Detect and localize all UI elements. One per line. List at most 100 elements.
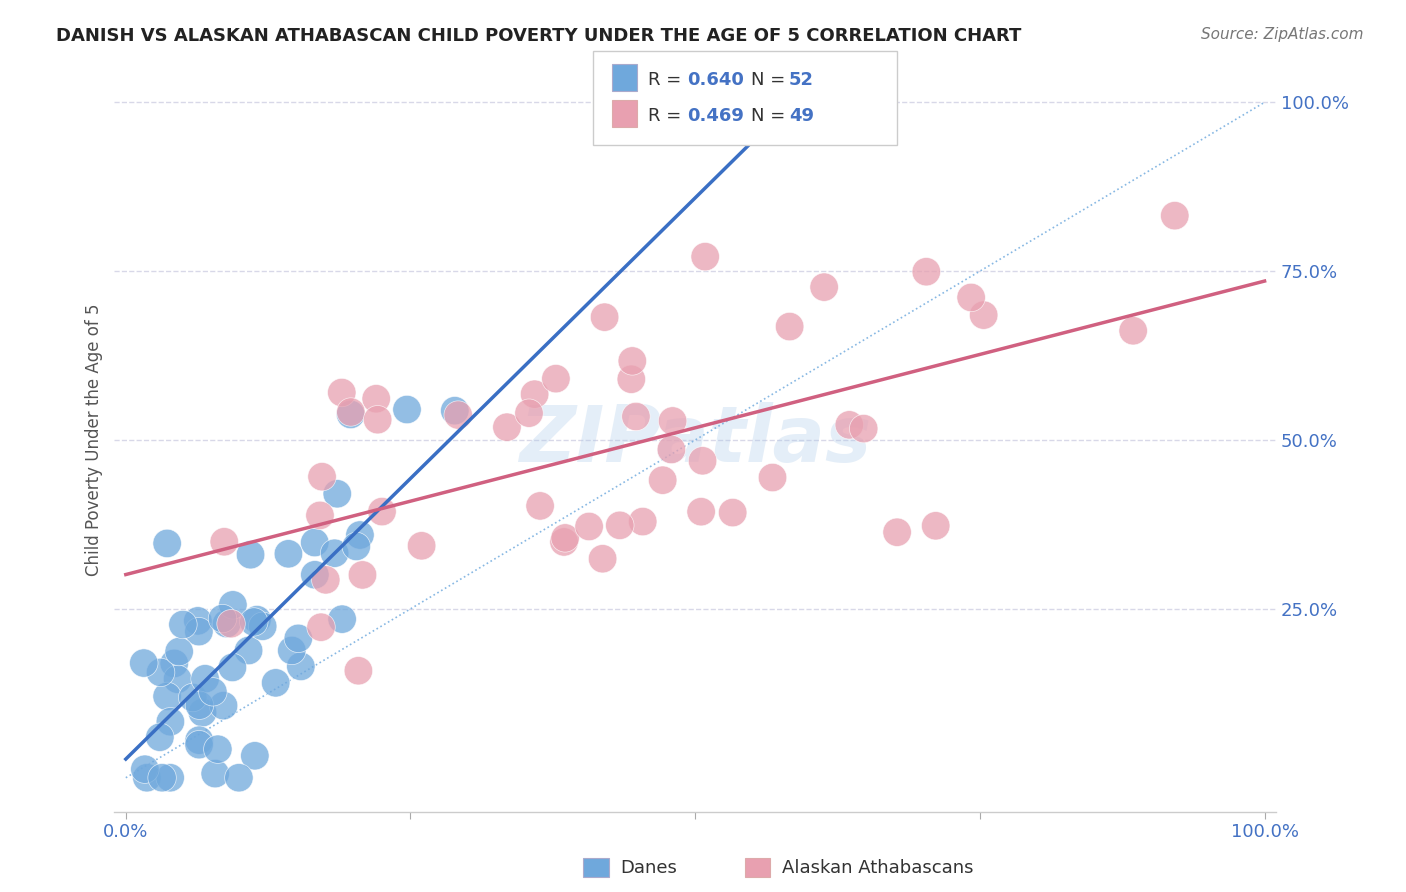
Ellipse shape [308,463,336,491]
Ellipse shape [758,463,787,491]
Ellipse shape [392,395,422,424]
Ellipse shape [132,764,162,792]
Ellipse shape [312,566,340,594]
Ellipse shape [591,303,619,331]
Ellipse shape [243,606,271,634]
Ellipse shape [342,533,371,561]
Ellipse shape [184,731,214,759]
Text: 49: 49 [789,107,814,125]
Ellipse shape [156,707,184,736]
Ellipse shape [628,508,657,536]
Ellipse shape [146,658,174,687]
Ellipse shape [321,539,349,567]
Ellipse shape [218,653,246,681]
Ellipse shape [328,378,356,407]
Ellipse shape [301,560,329,589]
Ellipse shape [212,609,240,638]
Ellipse shape [236,541,264,569]
Ellipse shape [619,347,647,376]
Ellipse shape [305,501,335,530]
Ellipse shape [328,605,356,633]
Ellipse shape [184,607,212,635]
Ellipse shape [921,512,950,540]
Ellipse shape [201,759,229,788]
Ellipse shape [191,665,219,693]
Ellipse shape [588,544,617,573]
Text: 52: 52 [789,71,814,89]
Ellipse shape [344,657,373,685]
Ellipse shape [492,413,522,442]
Ellipse shape [408,532,436,560]
Ellipse shape [274,540,302,568]
Ellipse shape [208,605,236,632]
Ellipse shape [551,524,579,552]
Ellipse shape [323,480,352,508]
Text: DANISH VS ALASKAN ATHABASCAN CHILD POVERTY UNDER THE AGE OF 5 CORRELATION CHART: DANISH VS ALASKAN ATHABASCAN CHILD POVER… [56,27,1022,45]
Text: R =: R = [648,71,688,89]
Ellipse shape [235,636,263,665]
Ellipse shape [186,691,214,720]
Ellipse shape [657,435,686,464]
Ellipse shape [810,273,838,301]
Ellipse shape [131,755,159,783]
Ellipse shape [184,617,214,646]
Ellipse shape [969,301,998,329]
Ellipse shape [849,415,877,442]
Ellipse shape [156,764,184,792]
Ellipse shape [153,682,181,711]
Ellipse shape [209,691,238,720]
Ellipse shape [520,380,548,409]
Ellipse shape [688,498,716,526]
Ellipse shape [1160,202,1189,230]
Ellipse shape [219,591,247,619]
Text: Alaskan Athabascans: Alaskan Athabascans [782,859,973,877]
Ellipse shape [515,399,543,427]
Ellipse shape [284,624,312,653]
Ellipse shape [541,365,571,392]
Ellipse shape [575,512,603,541]
Ellipse shape [336,398,366,426]
Ellipse shape [361,384,391,413]
Ellipse shape [606,511,634,540]
Ellipse shape [550,528,578,556]
Ellipse shape [240,741,269,770]
Ellipse shape [912,258,941,286]
Ellipse shape [169,610,197,639]
Text: 0.469: 0.469 [688,107,744,125]
Text: R =: R = [648,107,688,125]
Ellipse shape [129,648,157,677]
Y-axis label: Child Poverty Under the Age of 5: Child Poverty Under the Age of 5 [86,304,103,576]
Ellipse shape [440,396,470,425]
Ellipse shape [368,498,396,525]
Ellipse shape [526,491,554,520]
Text: N =: N = [751,107,790,125]
Ellipse shape [262,669,290,697]
Text: Danes: Danes [620,859,676,877]
Ellipse shape [301,528,329,557]
Ellipse shape [186,726,214,755]
Ellipse shape [277,636,307,665]
Ellipse shape [690,243,720,271]
Ellipse shape [198,678,228,706]
Ellipse shape [217,609,245,638]
Ellipse shape [225,764,253,792]
Ellipse shape [179,683,207,712]
Ellipse shape [658,407,688,435]
Ellipse shape [689,447,717,475]
Ellipse shape [617,365,645,393]
Text: Source: ZipAtlas.com: Source: ZipAtlas.com [1201,27,1364,42]
Ellipse shape [621,402,650,431]
Ellipse shape [835,410,863,439]
Text: N =: N = [751,71,790,89]
Ellipse shape [148,764,176,792]
Text: 0.640: 0.640 [688,71,744,89]
Ellipse shape [363,406,392,434]
Ellipse shape [346,521,374,549]
Ellipse shape [153,529,181,558]
Ellipse shape [336,401,366,429]
Ellipse shape [249,612,277,640]
Ellipse shape [239,607,269,636]
Ellipse shape [287,652,315,681]
Ellipse shape [209,527,239,556]
Ellipse shape [188,698,217,727]
